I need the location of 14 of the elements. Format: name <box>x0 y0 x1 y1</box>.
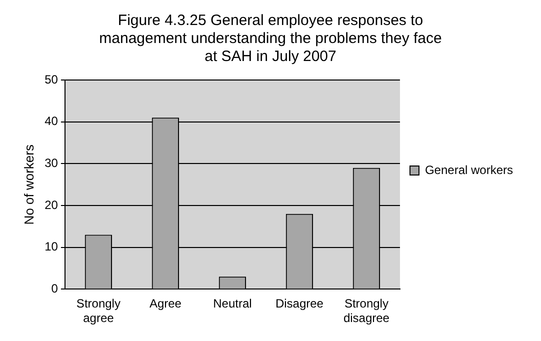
x-tick-label: Strongly disagree <box>343 296 390 326</box>
x-tick-label: Strongly agree <box>76 296 120 326</box>
y-tick-label: 30 <box>44 156 58 170</box>
y-axis-title: No of workers <box>21 144 36 225</box>
x-tick-label: Disagree <box>275 296 324 311</box>
x-tick-label: Neutral <box>213 296 252 311</box>
y-tick-label: 10 <box>44 240 58 254</box>
y-tick-label: 50 <box>44 72 58 86</box>
chart-title: Figure 4.3.25 General employee responses to management understanding the problems they face at SAH in July 2007 <box>99 12 442 66</box>
y-tick-label: 0 <box>51 282 58 296</box>
y-tick-label: 20 <box>44 198 58 212</box>
x-tick-label: Agree <box>149 296 182 311</box>
y-tick-label: 40 <box>44 114 58 128</box>
legend-label: General workers <box>424 162 513 177</box>
